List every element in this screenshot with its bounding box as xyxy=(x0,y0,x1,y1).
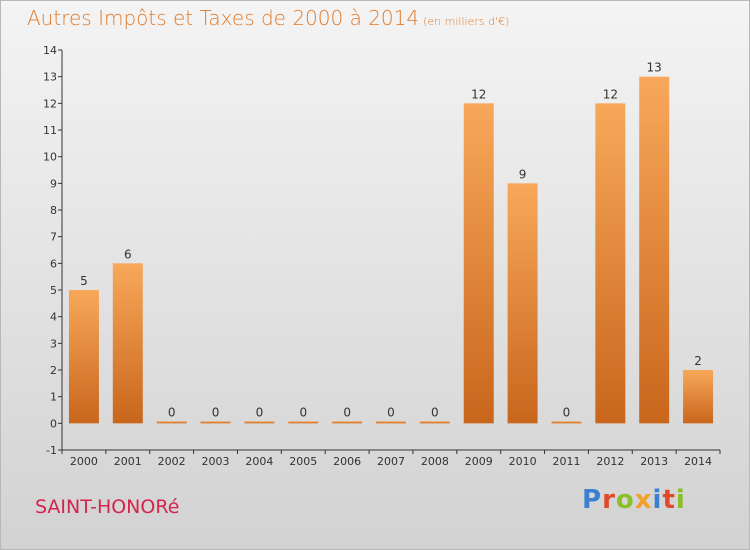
logo-letter: x xyxy=(634,485,653,515)
x-tick-label: 2013 xyxy=(640,455,668,468)
bar xyxy=(551,421,582,424)
value-label: 6 xyxy=(124,247,132,261)
label-layer: 5 6 0 0 0 0 0 0 0 12 9 0 12 13 2 xyxy=(80,61,702,420)
x-tick-label: 2003 xyxy=(202,455,230,468)
x-tick-label: 2009 xyxy=(465,455,493,468)
x-tick-label: 2008 xyxy=(421,455,449,468)
logo-letter: P xyxy=(582,485,603,515)
y-tick-label: 11 xyxy=(43,124,57,137)
x-tick-label: 2006 xyxy=(333,455,361,468)
x-tick-label: 2002 xyxy=(158,455,186,468)
value-label: 0 xyxy=(563,405,571,419)
x-tick-label: 2012 xyxy=(596,455,624,468)
value-label: 0 xyxy=(256,405,264,419)
value-label: 0 xyxy=(431,405,439,419)
bar xyxy=(376,421,406,424)
value-label: 0 xyxy=(212,405,220,419)
logo-letter: r xyxy=(602,485,616,515)
bar xyxy=(332,421,363,424)
bar xyxy=(507,183,538,424)
value-label: 9 xyxy=(519,167,527,181)
chart-title: Autres Impôts et Taxes de 2000 à 2014 (en… xyxy=(27,6,509,30)
value-label: 5 xyxy=(80,274,88,288)
bar xyxy=(244,421,275,424)
value-label: 0 xyxy=(387,405,395,419)
y-tick-label: 1 xyxy=(50,391,57,404)
logo-letter: i xyxy=(652,485,663,515)
value-label: 12 xyxy=(603,87,618,101)
value-label: 0 xyxy=(168,405,176,419)
y-tick-label: 13 xyxy=(43,71,57,84)
commune-name: SAINT-HONORé xyxy=(35,496,180,518)
y-tick-label: 7 xyxy=(50,231,57,244)
bar xyxy=(288,421,319,424)
value-label: 13 xyxy=(647,61,662,75)
y-tick-label: 6 xyxy=(50,257,57,270)
proxiti-logo: Proxiti xyxy=(582,485,686,515)
bar xyxy=(68,290,99,424)
logo-letter: o xyxy=(615,485,635,515)
y-tick-label: 10 xyxy=(43,151,57,164)
x-tick-label: 2004 xyxy=(245,455,273,468)
y-tick-label: 5 xyxy=(50,284,57,297)
y-tick-label: 14 xyxy=(43,44,57,57)
chart-subtitle: (en milliers d'€) xyxy=(423,15,510,28)
x-tick-label: 2000 xyxy=(70,455,98,468)
y-tick-label: 8 xyxy=(50,204,57,217)
value-label: 0 xyxy=(343,405,351,419)
value-label: 12 xyxy=(471,87,486,101)
y-tick-label: -1 xyxy=(46,444,57,457)
x-tick-label: 2010 xyxy=(509,455,537,468)
value-label: 0 xyxy=(299,405,307,419)
x-tick-label: 2011 xyxy=(552,455,580,468)
x-tick-label: 2007 xyxy=(377,455,405,468)
y-tick-label: 2 xyxy=(50,364,57,377)
x-tick-label: 2014 xyxy=(684,455,712,468)
bar xyxy=(200,421,231,424)
bar xyxy=(683,370,714,424)
bar xyxy=(639,76,670,424)
bar-layer xyxy=(68,76,714,424)
y-tick-label: 12 xyxy=(43,97,57,110)
value-label: 2 xyxy=(694,354,702,368)
y-tick-label: 0 xyxy=(50,417,57,430)
bar xyxy=(463,103,494,424)
logo-letter: t xyxy=(662,485,676,515)
x-tick-label: 2001 xyxy=(114,455,142,468)
bar xyxy=(156,421,187,424)
logo-letter: i xyxy=(675,485,686,515)
title-text: Autres Impôts et Taxes de 2000 à 2014 xyxy=(27,6,420,30)
y-tick-label: 4 xyxy=(50,311,57,324)
bar xyxy=(419,421,450,424)
y-tick-label: 9 xyxy=(50,177,57,190)
x-tick-label: 2005 xyxy=(289,455,317,468)
y-tick-label: 3 xyxy=(50,337,57,350)
bar xyxy=(595,103,626,424)
bar xyxy=(112,263,143,424)
